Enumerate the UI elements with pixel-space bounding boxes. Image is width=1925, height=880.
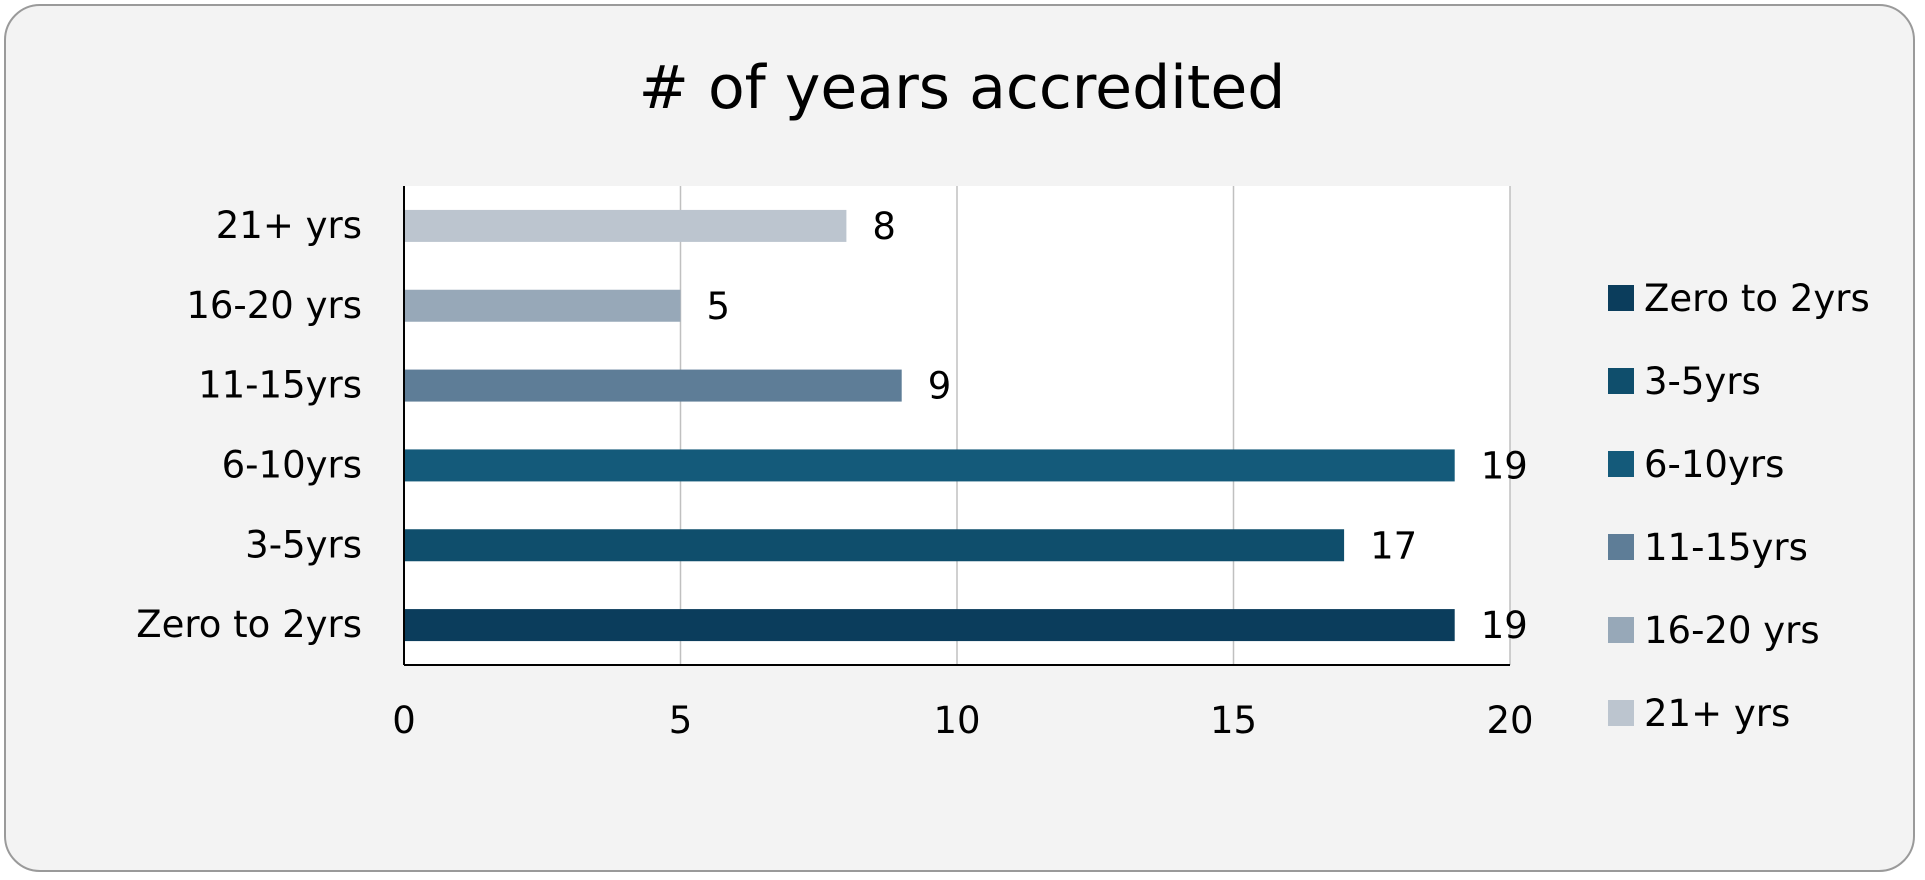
legend-label-5: 16-20 yrs (1644, 609, 1820, 652)
legend-swatch-2 (1608, 368, 1634, 394)
data-label-1: 19 (1481, 604, 1528, 647)
data-label-3: 19 (1481, 444, 1528, 487)
data-label-5: 5 (707, 285, 731, 328)
category-label-3: 6-10yrs (222, 443, 362, 486)
legend-swatch-1 (1608, 285, 1634, 311)
bar-4 (404, 369, 902, 402)
bar-5 (404, 289, 681, 322)
x-tick-label-0: 0 (392, 699, 416, 742)
legend-label-2: 3-5yrs (1644, 360, 1761, 403)
category-label-1: Zero to 2yrs (136, 603, 362, 646)
category-labels: Zero to 2yrs 3-5yrs 6-10yrs 11-15yrs 16-20 y… (136, 204, 362, 646)
bars (404, 209, 1455, 642)
legend-label-3: 6-10yrs (1644, 443, 1784, 486)
legend-swatch-6 (1608, 700, 1634, 726)
legend-swatch-4 (1608, 534, 1634, 560)
x-tick-label-10: 10 (933, 699, 980, 742)
chart-title: # of years accredited (639, 53, 1286, 123)
category-label-5: 16-20 yrs (186, 284, 362, 327)
category-label-4: 11-15yrs (198, 364, 362, 407)
x-tick-labels: 0 5 10 15 20 (392, 699, 1533, 742)
category-label-6: 21+ yrs (216, 204, 362, 247)
x-tick-label-20: 20 (1486, 699, 1533, 742)
legend-swatch-5 (1608, 617, 1634, 643)
bar-1 (404, 609, 1455, 642)
gridlines (679, 186, 1511, 665)
data-label-2: 17 (1370, 524, 1417, 567)
x-tick-label-5: 5 (669, 699, 693, 742)
data-labels: 19 17 19 9 5 8 (707, 205, 1528, 647)
legend-label-4: 11-15yrs (1644, 526, 1808, 569)
data-label-6: 8 (872, 205, 896, 248)
legend-label-6: 21+ yrs (1644, 692, 1790, 735)
legend-label-1: Zero to 2yrs (1644, 277, 1870, 320)
category-label-2: 3-5yrs (245, 523, 362, 566)
bar-2 (404, 529, 1345, 562)
legend: Zero to 2yrs 3-5yrs 6-10yrs 11-15yrs 16-20 y… (1608, 277, 1870, 735)
x-tick-label-15: 15 (1210, 699, 1257, 742)
bar-6 (404, 209, 847, 242)
axes (403, 186, 1510, 666)
data-label-4: 9 (928, 365, 952, 408)
legend-swatch-3 (1608, 451, 1634, 477)
bar-3 (404, 449, 1455, 482)
